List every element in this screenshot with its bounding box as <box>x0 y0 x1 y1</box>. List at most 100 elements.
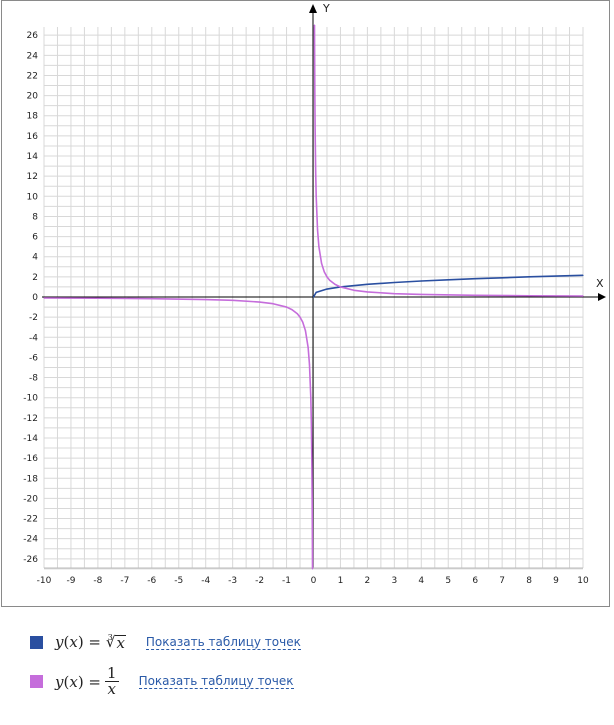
x-tick-label: 7 <box>499 576 505 586</box>
x-tick-label: 3 <box>391 576 397 586</box>
y-tick-label: -16 <box>23 454 38 464</box>
y-tick-label: 24 <box>27 51 39 61</box>
data-point <box>311 568 314 570</box>
y-tick-label: -4 <box>29 333 38 343</box>
y-tick-label: -12 <box>23 414 38 424</box>
data-point <box>313 24 316 26</box>
y-axis-arrow <box>309 4 317 13</box>
y-tick-label: -26 <box>23 555 38 565</box>
data-point <box>272 303 274 305</box>
data-point <box>205 298 207 301</box>
data-point <box>291 308 293 311</box>
x-tick-label: -9 <box>66 576 75 586</box>
data-point <box>259 301 261 303</box>
data-point <box>528 295 530 297</box>
y-tick-label: -14 <box>23 434 38 444</box>
y-tick-label: -6 <box>29 353 38 363</box>
plot-frame: -10 -9 -8 -7 -6 -5 -4 -3 -2 -1 0 1 2 3 4 5 6 7 8 9 10 -26 -24-… <box>1 0 610 607</box>
data-point <box>43 297 45 299</box>
data-point <box>313 44 316 46</box>
x-tick-label: -4 <box>201 576 210 586</box>
data-point <box>528 276 530 278</box>
x-tick-label: 8 <box>526 576 532 586</box>
x-tick-label: -5 <box>174 576 183 586</box>
show-points-table-link[interactable]: Показать таблицу точек <box>145 634 301 650</box>
axes <box>42 4 606 569</box>
data-point <box>323 271 325 273</box>
data-point <box>393 293 395 295</box>
data-point <box>420 293 422 296</box>
y-tick-label: -2 <box>29 313 38 323</box>
y-tick-label: 14 <box>27 152 39 162</box>
data-point <box>97 297 99 299</box>
x-tick-label: -3 <box>228 576 237 586</box>
x-tick-label: 0 <box>311 576 317 586</box>
x-tick-label: -6 <box>147 576 156 586</box>
data-point <box>316 229 319 231</box>
data-point <box>315 291 317 293</box>
data-point <box>366 283 368 285</box>
function-plot: -10 -9 -8 -7 -6 -5 -4 -3 -2 -1 0 1 2 3 4 5 6 7 8 9 10-26-24-… <box>23 2 606 586</box>
data-point <box>329 279 331 281</box>
y-tick-label: 16 <box>27 132 39 142</box>
y-tick-label: 10 <box>27 192 39 202</box>
data-point <box>555 275 557 277</box>
data-point <box>353 289 355 291</box>
x-tick-label: 4 <box>418 576 424 586</box>
x-tick-label: -2 <box>255 576 264 586</box>
y-tick-label: -18 <box>23 474 38 484</box>
data-point <box>310 422 312 424</box>
x-tick-label: 5 <box>445 576 451 586</box>
y-tick-label: -24 <box>23 535 38 545</box>
x-tick-label: -7 <box>120 576 129 586</box>
data-point <box>501 277 503 279</box>
x-tick-label: 6 <box>472 576 478 586</box>
data-point <box>366 291 368 293</box>
data-point <box>447 279 449 281</box>
x-tick-label: 10 <box>577 576 589 586</box>
y-tick-label: 2 <box>32 273 38 283</box>
data-point <box>474 278 476 280</box>
y-tick-label: -10 <box>23 394 38 404</box>
data-point <box>314 95 316 97</box>
series <box>43 24 584 570</box>
series-color-swatch <box>30 635 43 649</box>
data-point <box>312 296 315 298</box>
x-axis-arrow <box>598 293 606 301</box>
y-tick-label: 0 <box>32 293 38 303</box>
y-tick-label: 22 <box>27 71 38 81</box>
data-point <box>311 548 314 550</box>
data-point <box>299 316 301 318</box>
y-tick-label: -8 <box>29 374 38 384</box>
data-point <box>232 299 234 301</box>
x-tick-label: 1 <box>338 576 344 586</box>
data-point <box>326 288 328 290</box>
legend-item-cbrt: y(x) = 3 √ x Показать таблицу точек <box>30 633 301 651</box>
data-point <box>314 128 316 130</box>
data-point <box>320 262 323 265</box>
show-points-table-link[interactable]: Показать таблицу точек <box>138 674 294 689</box>
data-point <box>302 321 304 323</box>
data-point <box>285 306 288 308</box>
y-tick-label: 4 <box>32 253 38 263</box>
y-tick-label: -20 <box>23 494 38 504</box>
data-point <box>308 363 311 365</box>
data-point <box>315 170 317 172</box>
data-point <box>393 281 395 284</box>
data-point <box>296 313 298 315</box>
series-color-swatch <box>30 675 43 688</box>
y-tick-label: 8 <box>32 212 38 222</box>
y-tick-label: 26 <box>27 31 39 41</box>
data-point <box>582 295 584 297</box>
x-axis-label: X <box>596 277 604 290</box>
formula-cbrt: y(x) = 3 √ x <box>55 633 126 652</box>
x-tick-label: -10 <box>37 576 52 586</box>
x-tick-label: 2 <box>365 576 371 586</box>
data-point <box>334 283 336 286</box>
y-tick-label: 20 <box>27 92 39 102</box>
data-point <box>304 329 307 332</box>
data-point <box>318 246 320 248</box>
data-point <box>311 464 313 466</box>
